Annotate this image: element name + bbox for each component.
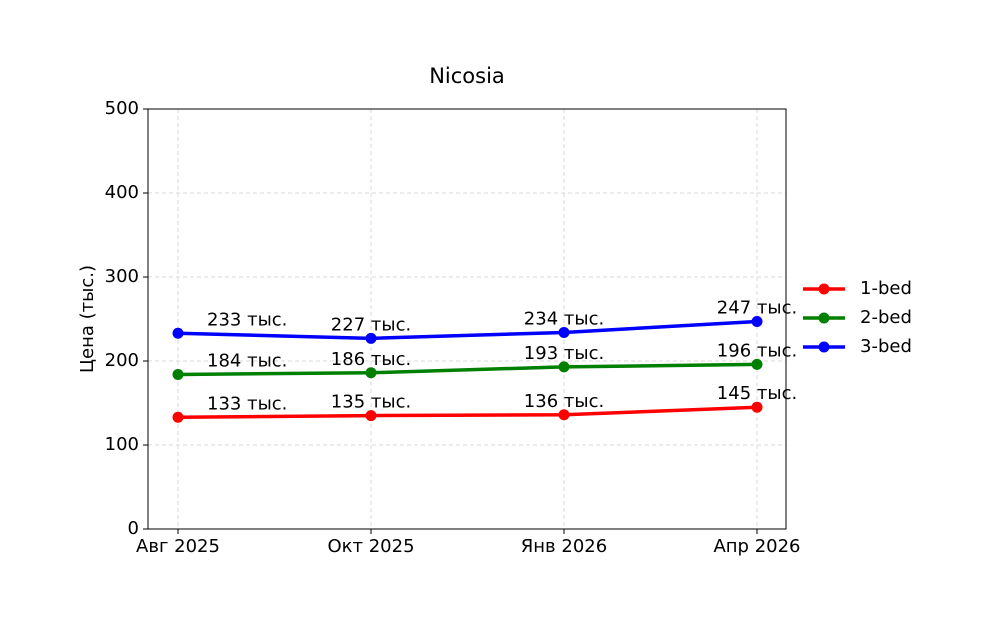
data-label: 233 тыс. bbox=[207, 309, 287, 330]
data-point bbox=[558, 409, 570, 421]
data-point bbox=[172, 327, 184, 339]
data-point bbox=[172, 411, 184, 423]
data-label: 186 тыс. bbox=[331, 349, 411, 370]
series-line bbox=[177, 319, 758, 341]
y-tick-label: 100 bbox=[105, 434, 139, 455]
y-tick-label: 200 bbox=[105, 350, 139, 371]
data-point bbox=[365, 332, 377, 344]
legend-marker bbox=[818, 283, 830, 295]
data-point bbox=[751, 358, 763, 370]
y-tick-label: 300 bbox=[105, 266, 139, 287]
data-label: 184 тыс. bbox=[207, 350, 287, 371]
legend-marker bbox=[818, 312, 830, 324]
data-label: 133 тыс. bbox=[207, 393, 287, 414]
data-label: 247 тыс. bbox=[717, 298, 797, 319]
data-point bbox=[558, 326, 570, 338]
legend-label: 1-bed bbox=[860, 278, 912, 299]
legend-marker bbox=[818, 341, 830, 353]
y-axis-label: Цена (тыс.) bbox=[77, 265, 98, 373]
data-label: 234 тыс. bbox=[524, 308, 604, 329]
data-point bbox=[172, 368, 184, 380]
data-label: 193 тыс. bbox=[524, 343, 604, 364]
x-tick-label: Янв 2026 bbox=[521, 536, 607, 557]
data-label: 145 тыс. bbox=[717, 383, 797, 404]
data-label: 196 тыс. bbox=[717, 340, 797, 361]
y-tick-label: 0 bbox=[128, 518, 139, 539]
data-label: 227 тыс. bbox=[331, 314, 411, 335]
data-label: 136 тыс. bbox=[524, 391, 604, 412]
data-point bbox=[365, 410, 377, 422]
data-point bbox=[365, 367, 377, 379]
legend-label: 2-bed bbox=[860, 307, 912, 328]
y-tick-label: 500 bbox=[105, 98, 139, 119]
x-tick-label: Апр 2026 bbox=[713, 536, 800, 557]
data-point bbox=[751, 316, 763, 328]
series-line bbox=[177, 362, 758, 377]
x-tick-label: Окт 2025 bbox=[327, 536, 414, 557]
chart-title: Nicosia bbox=[429, 64, 505, 88]
x-tick-label: Авг 2025 bbox=[136, 536, 220, 557]
data-point bbox=[751, 401, 763, 413]
series-line bbox=[177, 405, 758, 420]
data-point bbox=[558, 361, 570, 373]
plot-frame bbox=[147, 108, 787, 530]
legend-label: 3-bed bbox=[860, 336, 912, 357]
y-tick-label: 400 bbox=[105, 182, 139, 203]
data-label: 135 тыс. bbox=[331, 392, 411, 413]
